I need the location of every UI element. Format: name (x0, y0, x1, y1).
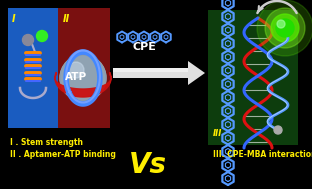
Text: I: I (12, 14, 16, 24)
Circle shape (60, 55, 106, 101)
FancyBboxPatch shape (208, 10, 298, 145)
Circle shape (274, 126, 282, 134)
Circle shape (257, 0, 312, 56)
Text: III. CPE-MBA interaction: III. CPE-MBA interaction (213, 150, 312, 159)
Circle shape (22, 35, 33, 46)
Circle shape (60, 55, 106, 101)
Circle shape (276, 19, 294, 37)
Text: ATP: ATP (65, 72, 87, 82)
Text: III: III (213, 129, 222, 138)
Text: CPE: CPE (132, 42, 156, 52)
Text: Vs: Vs (129, 151, 167, 179)
FancyBboxPatch shape (8, 8, 58, 128)
Circle shape (271, 14, 299, 42)
Polygon shape (55, 72, 111, 97)
Text: II . Aptamer-ATP binding: II . Aptamer-ATP binding (10, 150, 116, 159)
Text: I . Stem strength: I . Stem strength (10, 138, 83, 147)
Circle shape (265, 8, 305, 48)
FancyBboxPatch shape (113, 68, 188, 78)
Circle shape (68, 62, 84, 78)
Text: II: II (63, 14, 70, 24)
FancyBboxPatch shape (58, 8, 110, 128)
Polygon shape (188, 61, 205, 85)
Circle shape (277, 20, 285, 28)
Circle shape (37, 30, 47, 42)
FancyBboxPatch shape (113, 68, 188, 72)
